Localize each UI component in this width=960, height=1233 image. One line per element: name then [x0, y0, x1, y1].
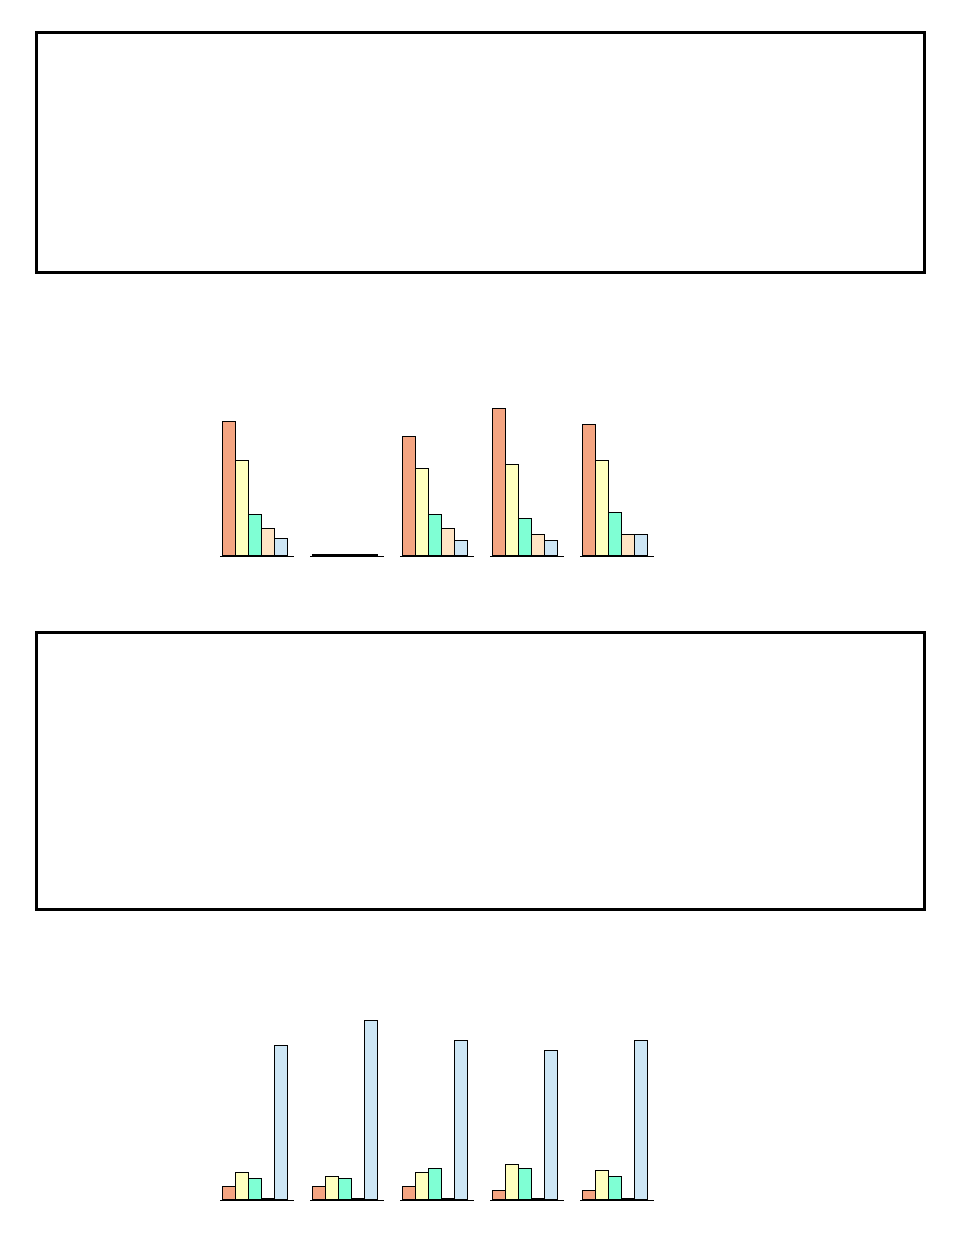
row2-group-0-bar-peach: [261, 1198, 275, 1200]
row1-group-4: [582, 424, 648, 556]
row1-group-3: [492, 408, 558, 556]
row2-group-4-bar-green: [608, 1176, 622, 1200]
row2-group-4-bar-peach: [621, 1198, 635, 1200]
row1-group-1-bar-green: [338, 554, 352, 556]
row2-group-0-bar-yellow: [235, 1172, 249, 1200]
top-box: [35, 31, 926, 274]
row2-group-2-bar-peach: [441, 1198, 455, 1200]
row2-group-3-bar-yellow: [505, 1164, 519, 1200]
row1-group-0-bar-yellow: [235, 460, 249, 556]
row1-group-2-bar-orange: [402, 436, 416, 556]
row1-group-0: [222, 421, 288, 556]
row1-group-2: [402, 436, 468, 556]
row2-group-4-bar-orange: [582, 1190, 596, 1200]
row2-group-0-bar-green: [248, 1178, 262, 1200]
row1-group-2-bar-peach: [441, 528, 455, 556]
row2-baseline-0: [220, 1200, 294, 1201]
row1-group-3-bar-yellow: [505, 464, 519, 556]
row2-group-1-bar-orange: [312, 1186, 326, 1200]
row1-group-1-bar-orange: [312, 554, 326, 556]
row2-group-3-bar-blue: [544, 1050, 558, 1200]
row1-baseline-4: [580, 556, 654, 557]
row2-group-4-bar-blue: [634, 1040, 648, 1200]
row2-baseline-2: [400, 1200, 474, 1201]
row2-group-2-bar-orange: [402, 1186, 416, 1200]
row1-group-4-bar-blue: [634, 534, 648, 556]
row1-group-3-bar-orange: [492, 408, 506, 556]
row1-group-1: [312, 554, 378, 556]
row1-baseline-1: [310, 556, 384, 557]
row1-group-3-bar-green: [518, 518, 532, 556]
row2-group-1-bar-yellow: [325, 1176, 339, 1200]
row2-baseline-3: [490, 1200, 564, 1201]
row2-group-1: [312, 1020, 378, 1200]
row2-group-3-bar-orange: [492, 1190, 506, 1200]
row1-group-3-bar-peach: [531, 534, 545, 556]
row2-group-0-bar-orange: [222, 1186, 236, 1200]
row1-group-3-bar-blue: [544, 540, 558, 556]
bottom-box: [35, 631, 926, 911]
row2-baseline-1: [310, 1200, 384, 1201]
row1-group-0-bar-peach: [261, 528, 275, 556]
row1-group-1-bar-blue: [364, 554, 378, 556]
row2-group-0: [222, 1045, 288, 1200]
row2-baseline-4: [580, 1200, 654, 1201]
row1-group-2-bar-yellow: [415, 468, 429, 556]
row2-group-2-bar-yellow: [415, 1172, 429, 1200]
row2-group-0-bar-blue: [274, 1045, 288, 1200]
row2-group-2-bar-green: [428, 1168, 442, 1200]
row2-group-4: [582, 1040, 648, 1200]
row2-group-1-bar-peach: [351, 1198, 365, 1200]
row1-group-0-bar-green: [248, 514, 262, 556]
row1-group-0-bar-orange: [222, 421, 236, 556]
row1-group-0-bar-blue: [274, 538, 288, 556]
row2-group-1-bar-blue: [364, 1020, 378, 1200]
row1-baseline-2: [400, 556, 474, 557]
canvas: [0, 0, 960, 1233]
row1-group-4-bar-peach: [621, 534, 635, 556]
row1-group-2-bar-blue: [454, 540, 468, 556]
row1-group-2-bar-green: [428, 514, 442, 556]
row2-group-3-bar-peach: [531, 1198, 545, 1200]
row1-group-1-bar-yellow: [325, 554, 339, 556]
row2-group-1-bar-green: [338, 1178, 352, 1200]
row2-group-3-bar-green: [518, 1168, 532, 1200]
row2-group-2-bar-blue: [454, 1040, 468, 1200]
row1-baseline-3: [490, 556, 564, 557]
row2-group-2: [402, 1040, 468, 1200]
row2-group-4-bar-yellow: [595, 1170, 609, 1200]
row1-group-1-bar-peach: [351, 554, 365, 556]
row1-group-4-bar-orange: [582, 424, 596, 556]
row1-baseline-0: [220, 556, 294, 557]
row2-group-3: [492, 1050, 558, 1200]
row1-group-4-bar-green: [608, 512, 622, 556]
row1-group-4-bar-yellow: [595, 460, 609, 556]
